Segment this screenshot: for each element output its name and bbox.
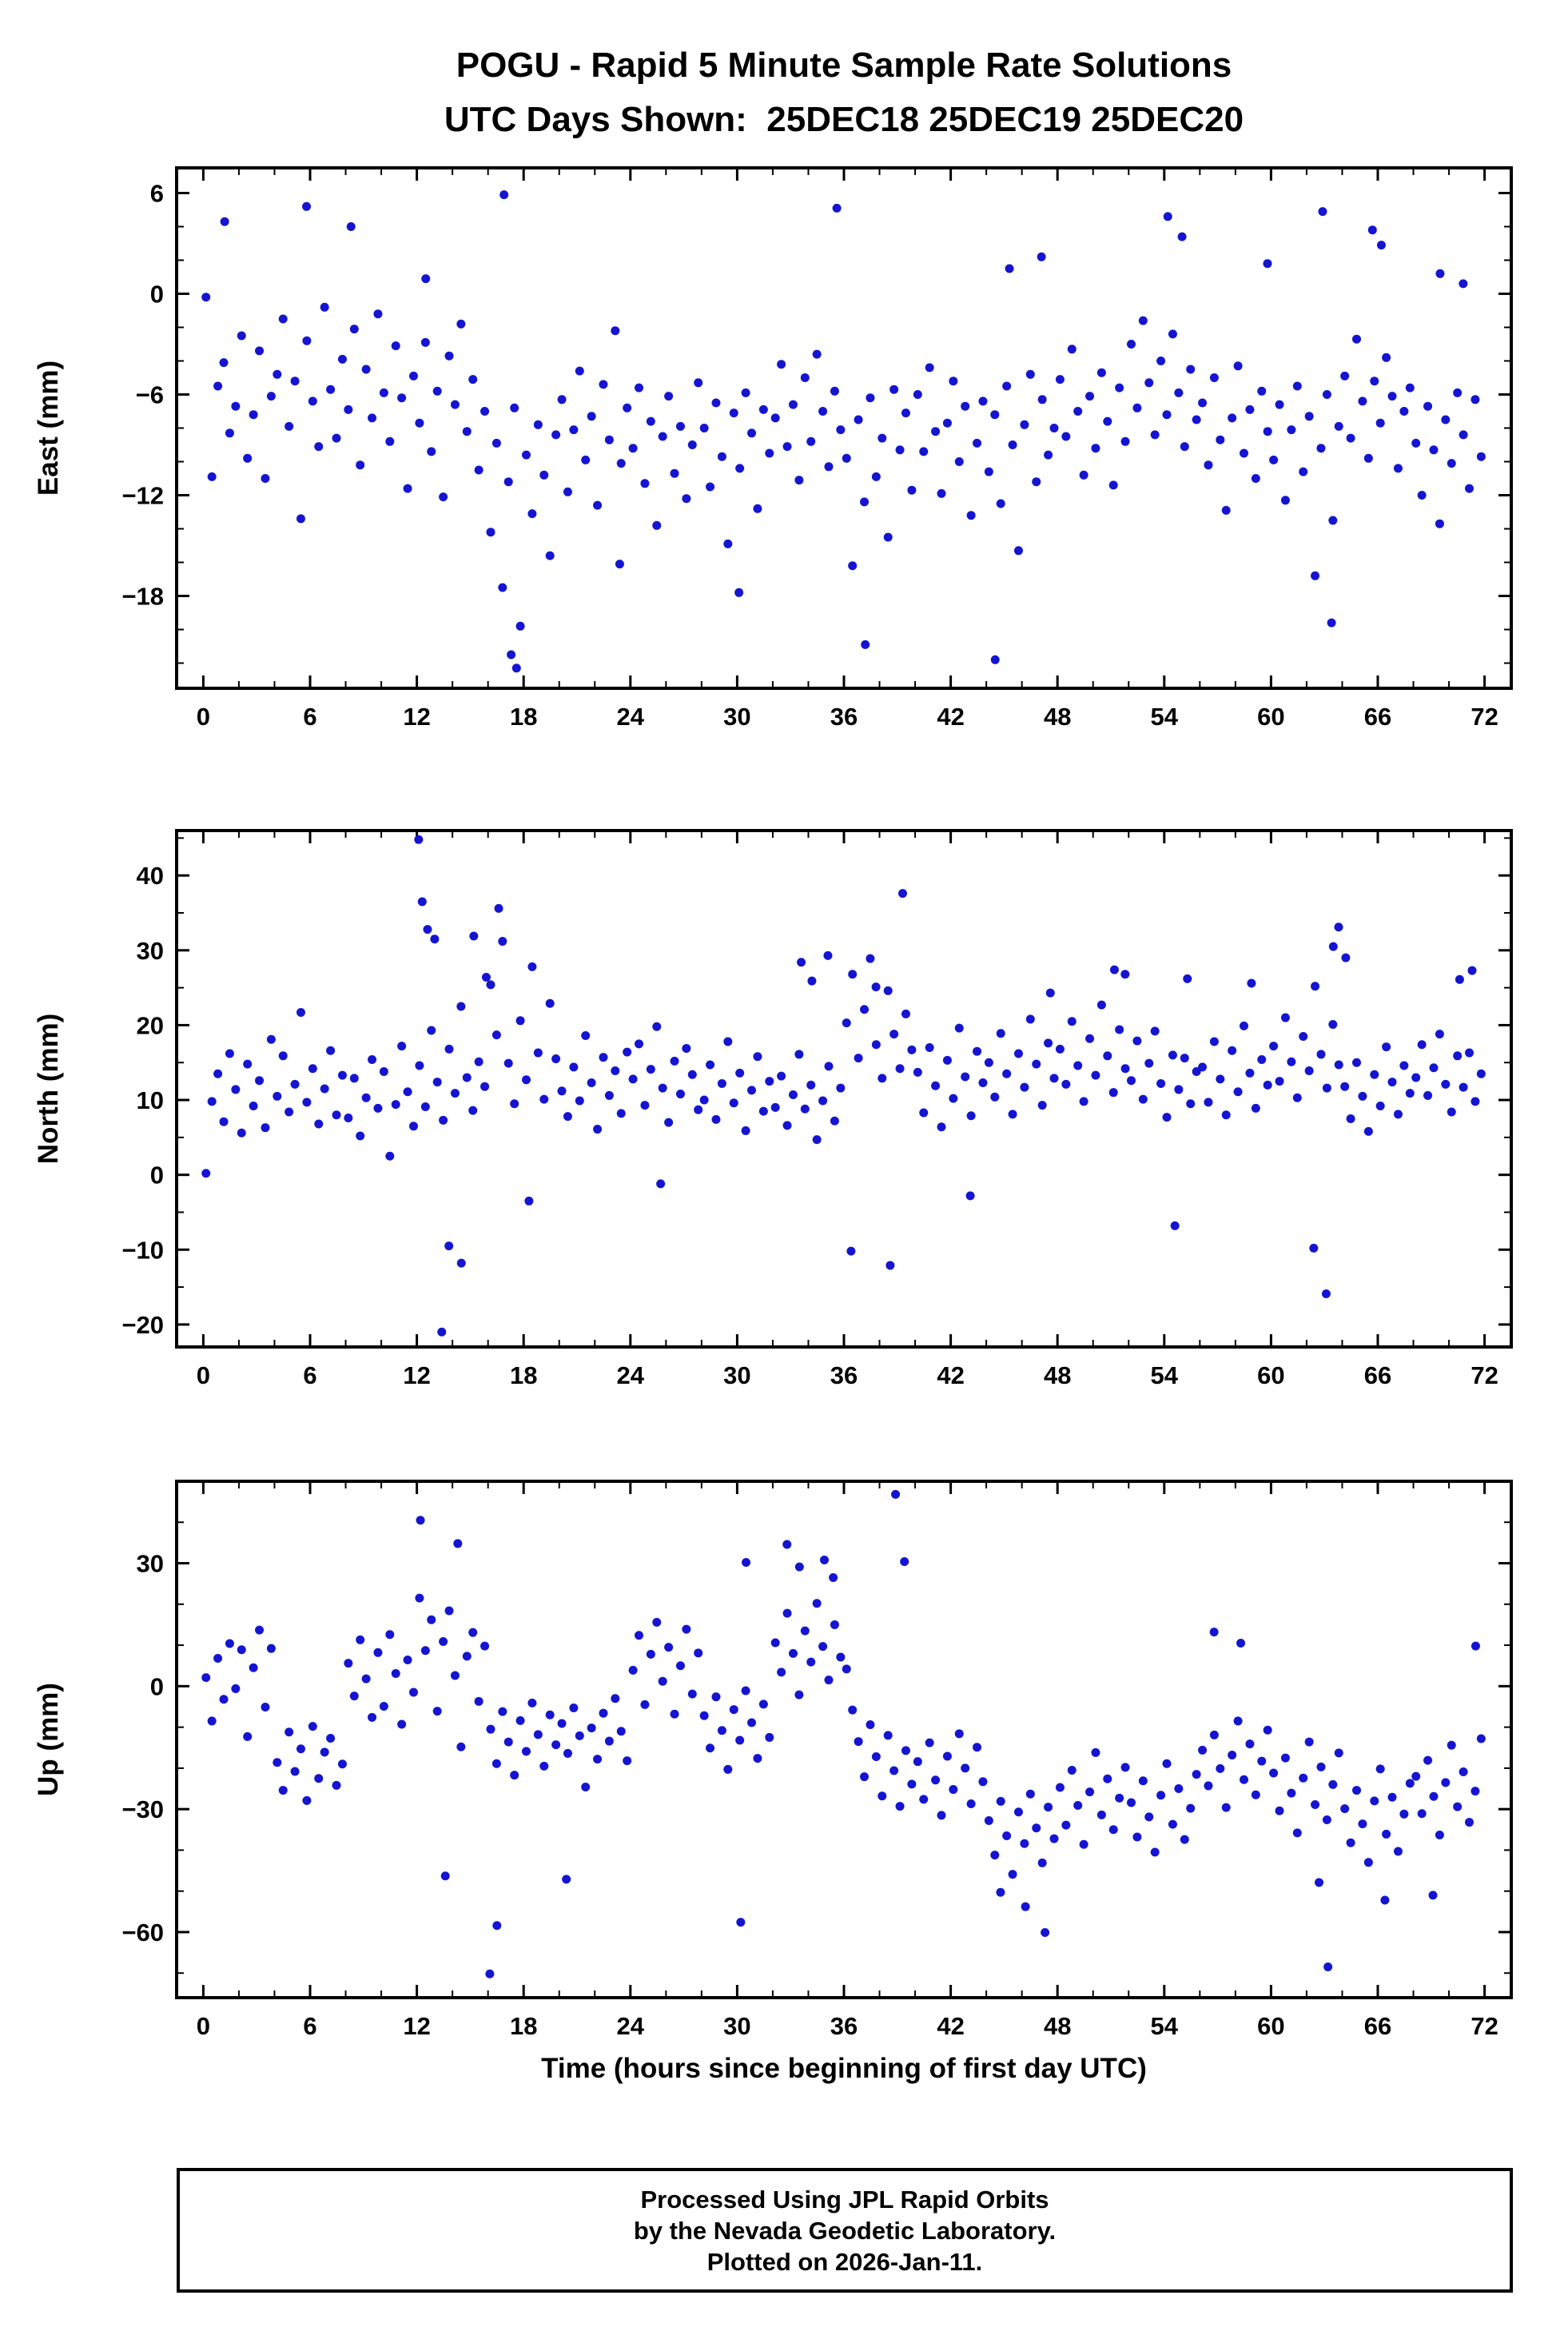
x-tick-label: 48 (1044, 2012, 1071, 2040)
x-tick-label: 42 (937, 703, 964, 731)
x-tick-label: 36 (830, 1361, 858, 1389)
chart-subtitle: UTC Days Shown: 25DEC18 25DEC19 25DEC20 (444, 100, 1244, 139)
x-tick-label: 66 (1364, 703, 1391, 731)
x-tick-label: 72 (1470, 1361, 1498, 1389)
x-tick-label: 24 (617, 703, 645, 731)
x-tick-label: 42 (937, 2012, 964, 2040)
y-tick-label: −18 (121, 583, 164, 611)
x-tick-label: 12 (403, 1361, 430, 1389)
east-points (201, 190, 1486, 673)
east-axis-label: East (mm) (33, 361, 64, 496)
y-tick-label: −20 (121, 1311, 164, 1339)
footer-line-1: Processed Using JPL Rapid Orbits (640, 2185, 1049, 2214)
up-points (201, 1489, 1486, 1978)
x-tick-label: 0 (197, 703, 210, 731)
y-tick-label: −30 (121, 1795, 164, 1823)
y-tick-label: 30 (137, 1550, 164, 1578)
title-block: POGU - Rapid 5 Minute Sample Rate Soluti… (177, 38, 1511, 147)
x-tick-label: 6 (303, 2012, 316, 2040)
x-tick-label: 30 (723, 2012, 750, 2040)
x-tick-label: 12 (403, 2012, 430, 2040)
footer-line-3: Plotted on 2026-Jan-11. (706, 2247, 983, 2276)
x-tick-label: 48 (1044, 1361, 1071, 1389)
north-panel: 0 6 12 18 24 30 36 42 48 54 60 66 72 40 30 20 10 0 −10 −20 N… (33, 829, 1513, 1389)
x-tick-label: 36 (830, 2012, 858, 2040)
x-tick-label: 18 (510, 1361, 537, 1389)
y-tick-label: 0 (150, 1672, 164, 1700)
x-tick-label: 6 (303, 703, 316, 731)
x-tick-label: 66 (1364, 1361, 1391, 1389)
x-tick-label: 24 (617, 1361, 645, 1389)
y-tick-label: 0 (150, 1162, 164, 1189)
x-tick-label: 24 (617, 2012, 645, 2040)
x-tick-label: 66 (1364, 2012, 1391, 2040)
x-tick-label: 54 (1151, 1361, 1179, 1389)
y-tick-label: 30 (137, 937, 164, 965)
east-frame (175, 166, 1513, 690)
y-tick-label: 20 (137, 1011, 164, 1039)
north-points (201, 835, 1486, 1337)
y-tick-label: 6 (150, 180, 164, 208)
north-frame (175, 829, 1513, 1349)
x-tick-label: 6 (303, 1361, 316, 1389)
y-tick-label: 0 (150, 281, 164, 309)
y-tick-label: −10 (121, 1236, 164, 1264)
y-tick-label: −60 (121, 1919, 164, 1947)
y-tick-label: −6 (136, 381, 164, 409)
x-tick-label: 30 (723, 1361, 750, 1389)
up-frame (175, 1480, 1513, 1999)
north-axis-label: North (mm) (33, 1014, 64, 1165)
up-axis-label: Up (mm) (33, 1683, 64, 1796)
x-tick-label: 0 (197, 2012, 210, 2040)
x-tick-label: 72 (1470, 703, 1498, 731)
x-tick-label: 48 (1044, 703, 1071, 731)
x-tick-label: 60 (1257, 703, 1284, 731)
x-tick-label: 60 (1257, 2012, 1284, 2040)
y-tick-label: 40 (137, 862, 164, 890)
x-tick-label: 18 (510, 2012, 537, 2040)
x-tick-label: 54 (1151, 2012, 1179, 2040)
footer-line-2: by the Nevada Geodetic Laboratory. (633, 2216, 1057, 2245)
x-tick-label: 42 (937, 1361, 964, 1389)
x-tick-label: 72 (1470, 2012, 1498, 2040)
x-tick-label: 12 (403, 703, 430, 731)
x-axis-label: Time (hours since beginning of first day… (541, 2053, 1147, 2084)
footer-box: Processed Using JPL Rapid Orbits by the … (177, 2168, 1513, 2293)
x-tick-label: 36 (830, 703, 858, 731)
x-tick-label: 30 (723, 703, 750, 731)
x-tick-label: 54 (1151, 703, 1179, 731)
up-panel: 0 6 12 18 24 30 36 42 48 54 60 66 72 30 0 −30 −60 Up (mm) (33, 1480, 1513, 2040)
y-tick-label: −12 (121, 482, 164, 510)
x-tick-label: 0 (197, 1361, 210, 1389)
x-tick-label: 18 (510, 703, 537, 731)
y-tick-label: 10 (137, 1086, 164, 1114)
x-tick-label: 60 (1257, 1361, 1284, 1389)
chart-title: POGU - Rapid 5 Minute Sample Rate Soluti… (456, 46, 1232, 85)
